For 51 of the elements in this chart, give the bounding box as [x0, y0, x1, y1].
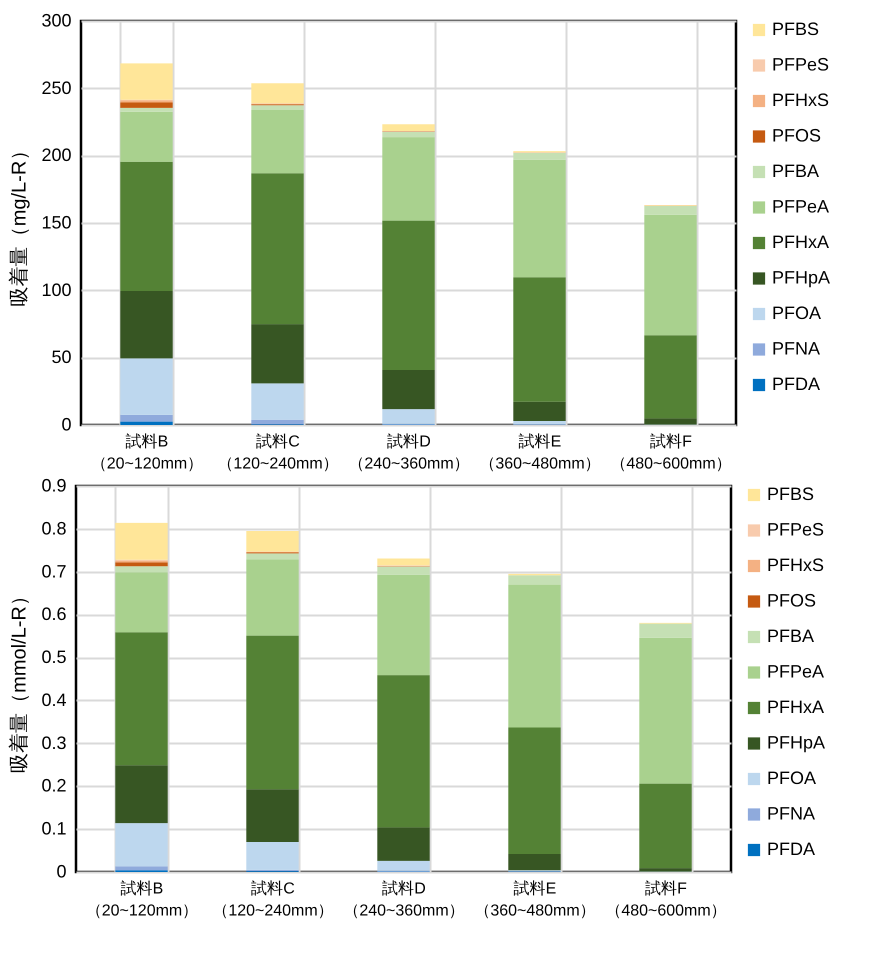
legend-label: PFHxS [772, 90, 830, 110]
legend-label: PFOA [767, 768, 816, 788]
y-tick-label: 0.7 [41, 561, 66, 582]
x-tick-label: 試料D （240~360mm） [348, 432, 470, 472]
legend-label: PFOA [772, 303, 822, 323]
x-tick-label: 試料C （120~240mm） [212, 880, 334, 920]
y-tick-label: 0 [56, 862, 66, 882]
y-tick-label: 0.1 [41, 818, 66, 839]
legend-label: PFPeA [772, 196, 830, 216]
y-tick-label: 200 [41, 145, 72, 166]
y-tick-label: 100 [41, 280, 72, 300]
legend-label: PFHxA [772, 232, 830, 252]
legend-label: PFHpA [772, 268, 830, 288]
legend-label: PFBS [772, 19, 820, 39]
legend-label: PFHxA [767, 697, 824, 717]
y-tick-label: 0.4 [41, 690, 66, 710]
y-axis-title: 吸着量（mmol/L-R） [7, 586, 30, 773]
y-tick-label: 0.5 [41, 647, 66, 668]
legend-label: PFHxS [767, 555, 824, 575]
y-tick-label: 250 [41, 78, 72, 98]
y-tick-label: 50 [51, 347, 72, 368]
y-tick-label: 0.6 [41, 604, 66, 624]
legend-label: PFBA [772, 161, 820, 181]
x-tick-label: 試料E （360~480mm） [479, 432, 601, 472]
legend-label: PFPeS [772, 54, 830, 74]
y-tick-label: 0.3 [41, 732, 66, 753]
y-tick-label: 150 [41, 212, 72, 232]
x-tick-label: 試料B （20~120mm） [86, 880, 198, 920]
x-tick-label: 試料C （120~240mm） [217, 432, 339, 472]
x-tick-label: 試料B （20~120mm） [90, 432, 204, 472]
x-tick-label: 試料D （240~360mm） [343, 880, 465, 920]
legend-label: PFOS [772, 126, 822, 146]
legend-label: PFBA [767, 626, 814, 646]
y-axis-title: 吸着量（mg/L-R） [7, 140, 30, 306]
legend-label: PFHpA [767, 732, 826, 752]
x-tick-label: 試料F （480~600mm） [610, 432, 732, 472]
legend-label: PFDA [772, 374, 820, 394]
legend-label: PFPeA [767, 662, 824, 682]
legend-label: PFOS [767, 590, 816, 610]
x-tick-label: 試料E （360~480mm） [474, 880, 596, 920]
legend-label: PFPeS [767, 520, 824, 540]
legend-label: PFNA [767, 804, 816, 824]
y-tick-label: 0 [61, 414, 72, 434]
y-tick-label: 300 [41, 10, 72, 30]
legend-label: PFBS [767, 484, 814, 504]
y-tick-label: 0.8 [41, 518, 66, 538]
legend-label: PFNA [772, 338, 820, 358]
x-tick-label: 試料F （480~600mm） [605, 880, 727, 920]
y-tick-label: 0.9 [41, 476, 66, 496]
y-tick-label: 0.2 [41, 776, 66, 796]
legend-label: PFDA [767, 839, 816, 859]
